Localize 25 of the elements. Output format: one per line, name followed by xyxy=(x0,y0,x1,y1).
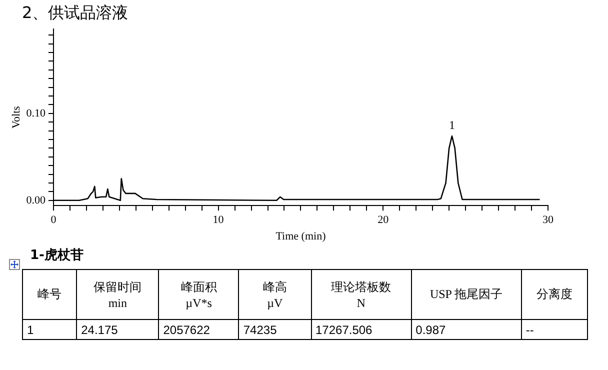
x-axis-title: Time (min) xyxy=(276,230,326,242)
text: 理论塔板数 N xyxy=(311,270,412,320)
text: 峰号 xyxy=(22,270,77,320)
chart-title: 2、供试品溶液 xyxy=(22,3,128,24)
text: 分离度 xyxy=(521,270,588,320)
y-tick-label: 0.10 xyxy=(26,107,46,120)
x-tick-label: 30 xyxy=(542,214,554,226)
y-axis-title: Volts xyxy=(10,106,22,129)
text: 峰高 µV xyxy=(238,270,311,320)
text: 峰面积 µV*s xyxy=(158,270,239,320)
x-tick-label: 0 xyxy=(50,214,57,226)
text: 0.987 xyxy=(411,320,522,340)
annotation: 1 xyxy=(448,118,455,132)
text: 24.175 xyxy=(76,320,159,340)
text: 1-虎杖苷 xyxy=(30,247,84,264)
x-tick-label: 20 xyxy=(378,214,390,226)
text: 74235 xyxy=(238,320,311,340)
x-tick-label: 10 xyxy=(212,214,224,226)
text: -- xyxy=(521,320,588,340)
text: USP 拖尾因子 xyxy=(411,270,522,320)
text: 2057622 xyxy=(158,320,239,340)
y-tick-label: 0.00 xyxy=(26,194,46,206)
text: 17267.506 xyxy=(311,320,412,340)
text: 1 xyxy=(22,320,77,340)
text: 保留时间 min xyxy=(76,270,159,320)
